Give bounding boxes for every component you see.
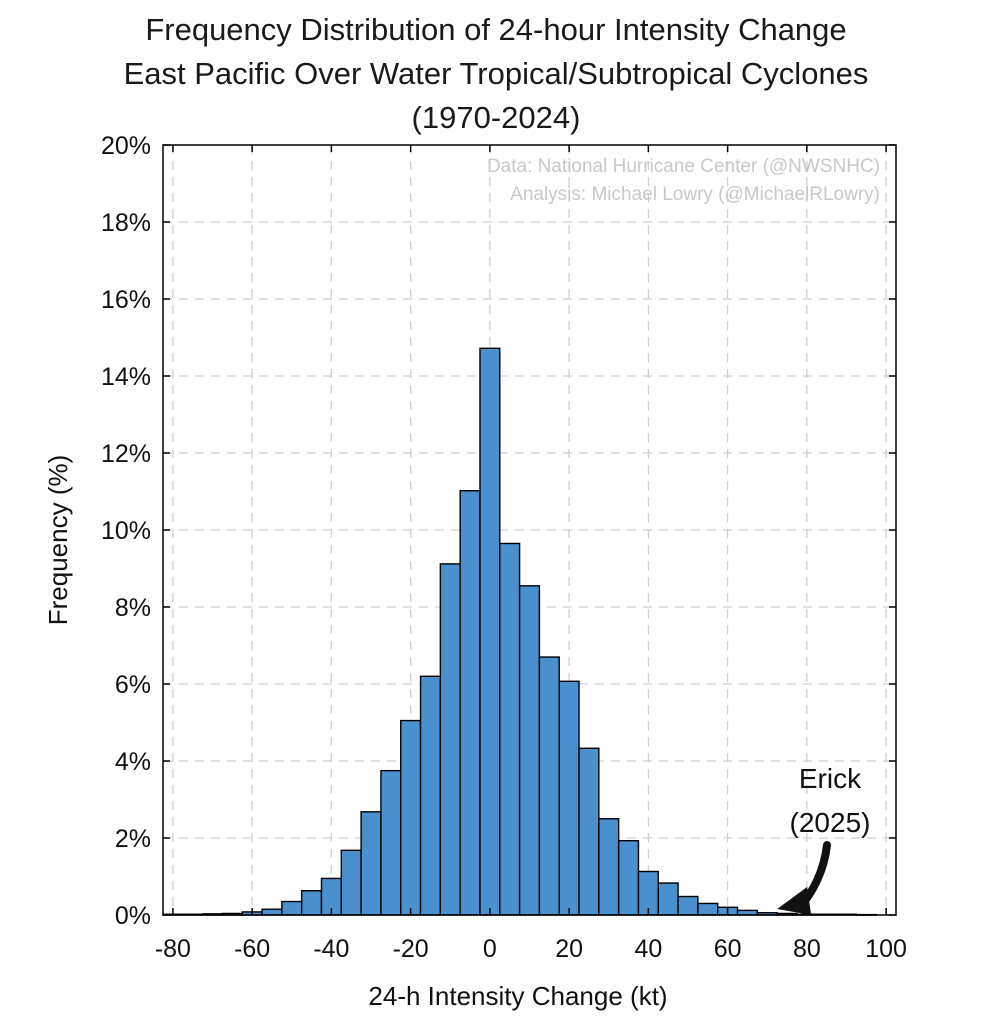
x-tick-label: 40 [634,935,662,963]
histogram-bar [499,542,521,916]
histogram-bar [300,890,323,916]
x-tick-label: 60 [714,935,742,963]
x-tick-label: -80 [155,935,191,963]
y-tick-label: 6% [115,671,151,699]
y-tick-label: 8% [115,594,151,622]
histogram-bar [340,849,362,916]
x-axis-label: 24-h Intensity Change (kt) [368,981,667,1011]
histogram-bar [261,908,283,916]
histogram-bar [677,895,699,916]
chart-title-line-1: Frequency Distribution of 24-hour Intens… [145,12,847,47]
y-tick-label: 18% [101,209,151,237]
histogram-bar [518,585,541,916]
y-tick-label: 20% [101,132,151,160]
x-tick-labels: -80 -60 -40 -20 0 20 40 60 80 100 [155,935,907,963]
histogram-bar [617,839,640,916]
x-tick-label: 100 [865,935,907,963]
histogram-bar [697,902,719,916]
y-tick-label: 16% [101,286,151,314]
chart-title-line-3: (1970-2024) [411,100,581,135]
x-tick-label: -20 [393,935,429,963]
histogram-bar [380,769,402,916]
histogram-bar [419,675,442,916]
histogram-bar [578,747,600,916]
histogram-bar [538,656,560,916]
y-tick-label: 2% [115,825,151,853]
y-tick-label: 12% [101,440,151,468]
histogram-bar [598,818,620,916]
credit-data-source: Data: National Hurricane Center (@NWSNHC… [487,156,880,177]
x-tick-label: 80 [793,935,821,963]
x-tick-label: 0 [483,935,497,963]
x-tick-label: 20 [555,935,583,963]
histogram-bar [479,347,501,916]
y-tick-labels: 0% 2% 4% 6% 8% 10% 12% 14% 16% 18% 20% [101,132,151,930]
annotation-arrowhead [777,887,812,915]
x-tick-label: -60 [234,935,270,963]
y-axis-label: Frequency (%) [43,455,73,626]
histogram-bar [281,900,303,916]
y-tick-label: 4% [115,748,151,776]
chart-title-line-2: East Pacific Over Water Tropical/Subtrop… [123,56,869,91]
histogram-bar [400,719,422,916]
histogram-bar [439,563,461,916]
y-tick-label: 14% [101,363,151,391]
y-tick-label: 10% [101,517,151,545]
annotation-storm-name: Erick [799,763,862,794]
histogram-bars [162,347,877,916]
histogram-bar [558,680,580,916]
histogram-bar [657,882,679,916]
histogram-bar [459,490,481,916]
annotation-storm-year: (2025) [790,807,871,838]
y-tick-label: 0% [115,902,151,930]
credit-analysis: Analysis: Michael Lowry (@MichaelRLowry) [510,184,880,205]
x-tick-label: -40 [313,935,349,963]
histogram-bar [360,811,382,916]
